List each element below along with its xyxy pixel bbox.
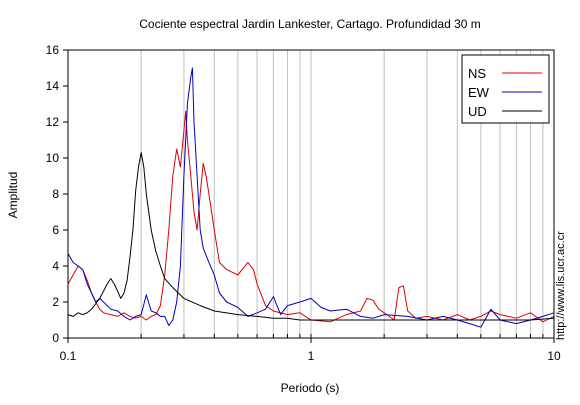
series-line-ew [67,67,555,328]
x-tick-label-1: 1 [308,349,315,363]
series-line-ns [67,110,555,323]
legend-label-ew: EW [468,85,490,100]
credit-url: http://www.lis.ucr.ac.cr [555,231,567,340]
legend-label-ud: UD [468,104,487,119]
y-tick-label-0: 0 [52,331,59,345]
legend: NS EW UD [461,54,550,124]
grid-layer [140,50,544,338]
y-tick-label-8: 16 [46,43,60,57]
x-tick-label-0: 0.1 [60,349,77,363]
legend-box [461,54,550,124]
y-tick-label-1: 2 [52,295,59,309]
series-line-ud [67,152,555,321]
y-axis-label: Amplitud [6,172,20,219]
chart-title: Cociente espectral Jardin Lankester, Car… [139,17,481,31]
y-tick-label-2: 4 [52,259,59,273]
series-layer [67,67,555,328]
y-tick-label-5: 10 [46,151,60,165]
x-axis-label: Periodo (s) [281,381,340,395]
y-tick-label-4: 8 [52,187,59,201]
y-tick-label-3: 6 [52,223,59,237]
legend-label-ns: NS [468,66,486,81]
x-tick-label-2: 10 [547,349,561,363]
y-tick-label-6: 12 [46,115,60,129]
tick-layer: 0.1 1 10 0 2 4 6 8 10 12 14 16 [46,43,561,363]
y-tick-label-7: 14 [46,79,60,93]
legend-entries: NS EW UD [468,66,542,119]
